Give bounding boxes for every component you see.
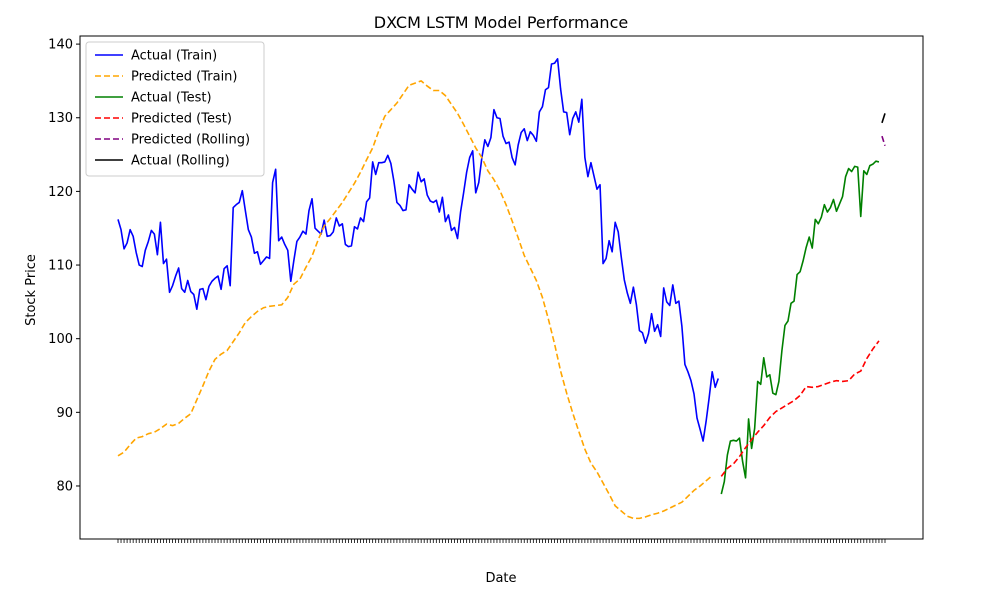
series-line-predicted-rolling — [881, 135, 886, 146]
chart-title: DXCM LSTM Model Performance — [374, 13, 628, 32]
legend-label-predicted-train: Predicted (Train) — [131, 70, 238, 85]
series-line-actual-train — [117, 58, 720, 442]
y-tick-label: 130 — [48, 111, 73, 126]
series-line-actual-rolling — [881, 113, 886, 124]
y-tick-label: 120 — [48, 185, 73, 200]
y-tick-label: 100 — [48, 332, 73, 347]
series-line-actual-test — [720, 160, 880, 495]
x-axis — [117, 539, 886, 543]
series-line-predicted-train — [117, 80, 713, 520]
legend-label-actual-train: Actual (Train) — [131, 49, 217, 64]
legend-label-actual-test: Actual (Test) — [131, 91, 212, 106]
legend-label-predicted-test: Predicted (Test) — [131, 112, 232, 127]
plot-area — [117, 58, 886, 520]
x-axis-label: Date — [485, 571, 516, 586]
y-tick-label: 80 — [56, 479, 73, 494]
legend-label-actual-rolling: Actual (Rolling) — [131, 154, 230, 169]
series-line-predicted-test — [720, 340, 880, 477]
legend-label-predicted-rolling: Predicted (Rolling) — [131, 133, 250, 148]
y-tick-label: 140 — [48, 38, 73, 53]
y-tick-label: 110 — [48, 259, 73, 274]
legend-box — [85, 41, 265, 177]
legend: Actual (Train) Predicted (Train) Actual (T… — [85, 41, 265, 177]
y-axis-label: Stock Price — [24, 254, 39, 326]
y-tick-label: 90 — [56, 406, 73, 421]
plot-frame — [79, 35, 924, 540]
y-axis: 80 90 100 110 120 130 140 — [48, 38, 80, 494]
